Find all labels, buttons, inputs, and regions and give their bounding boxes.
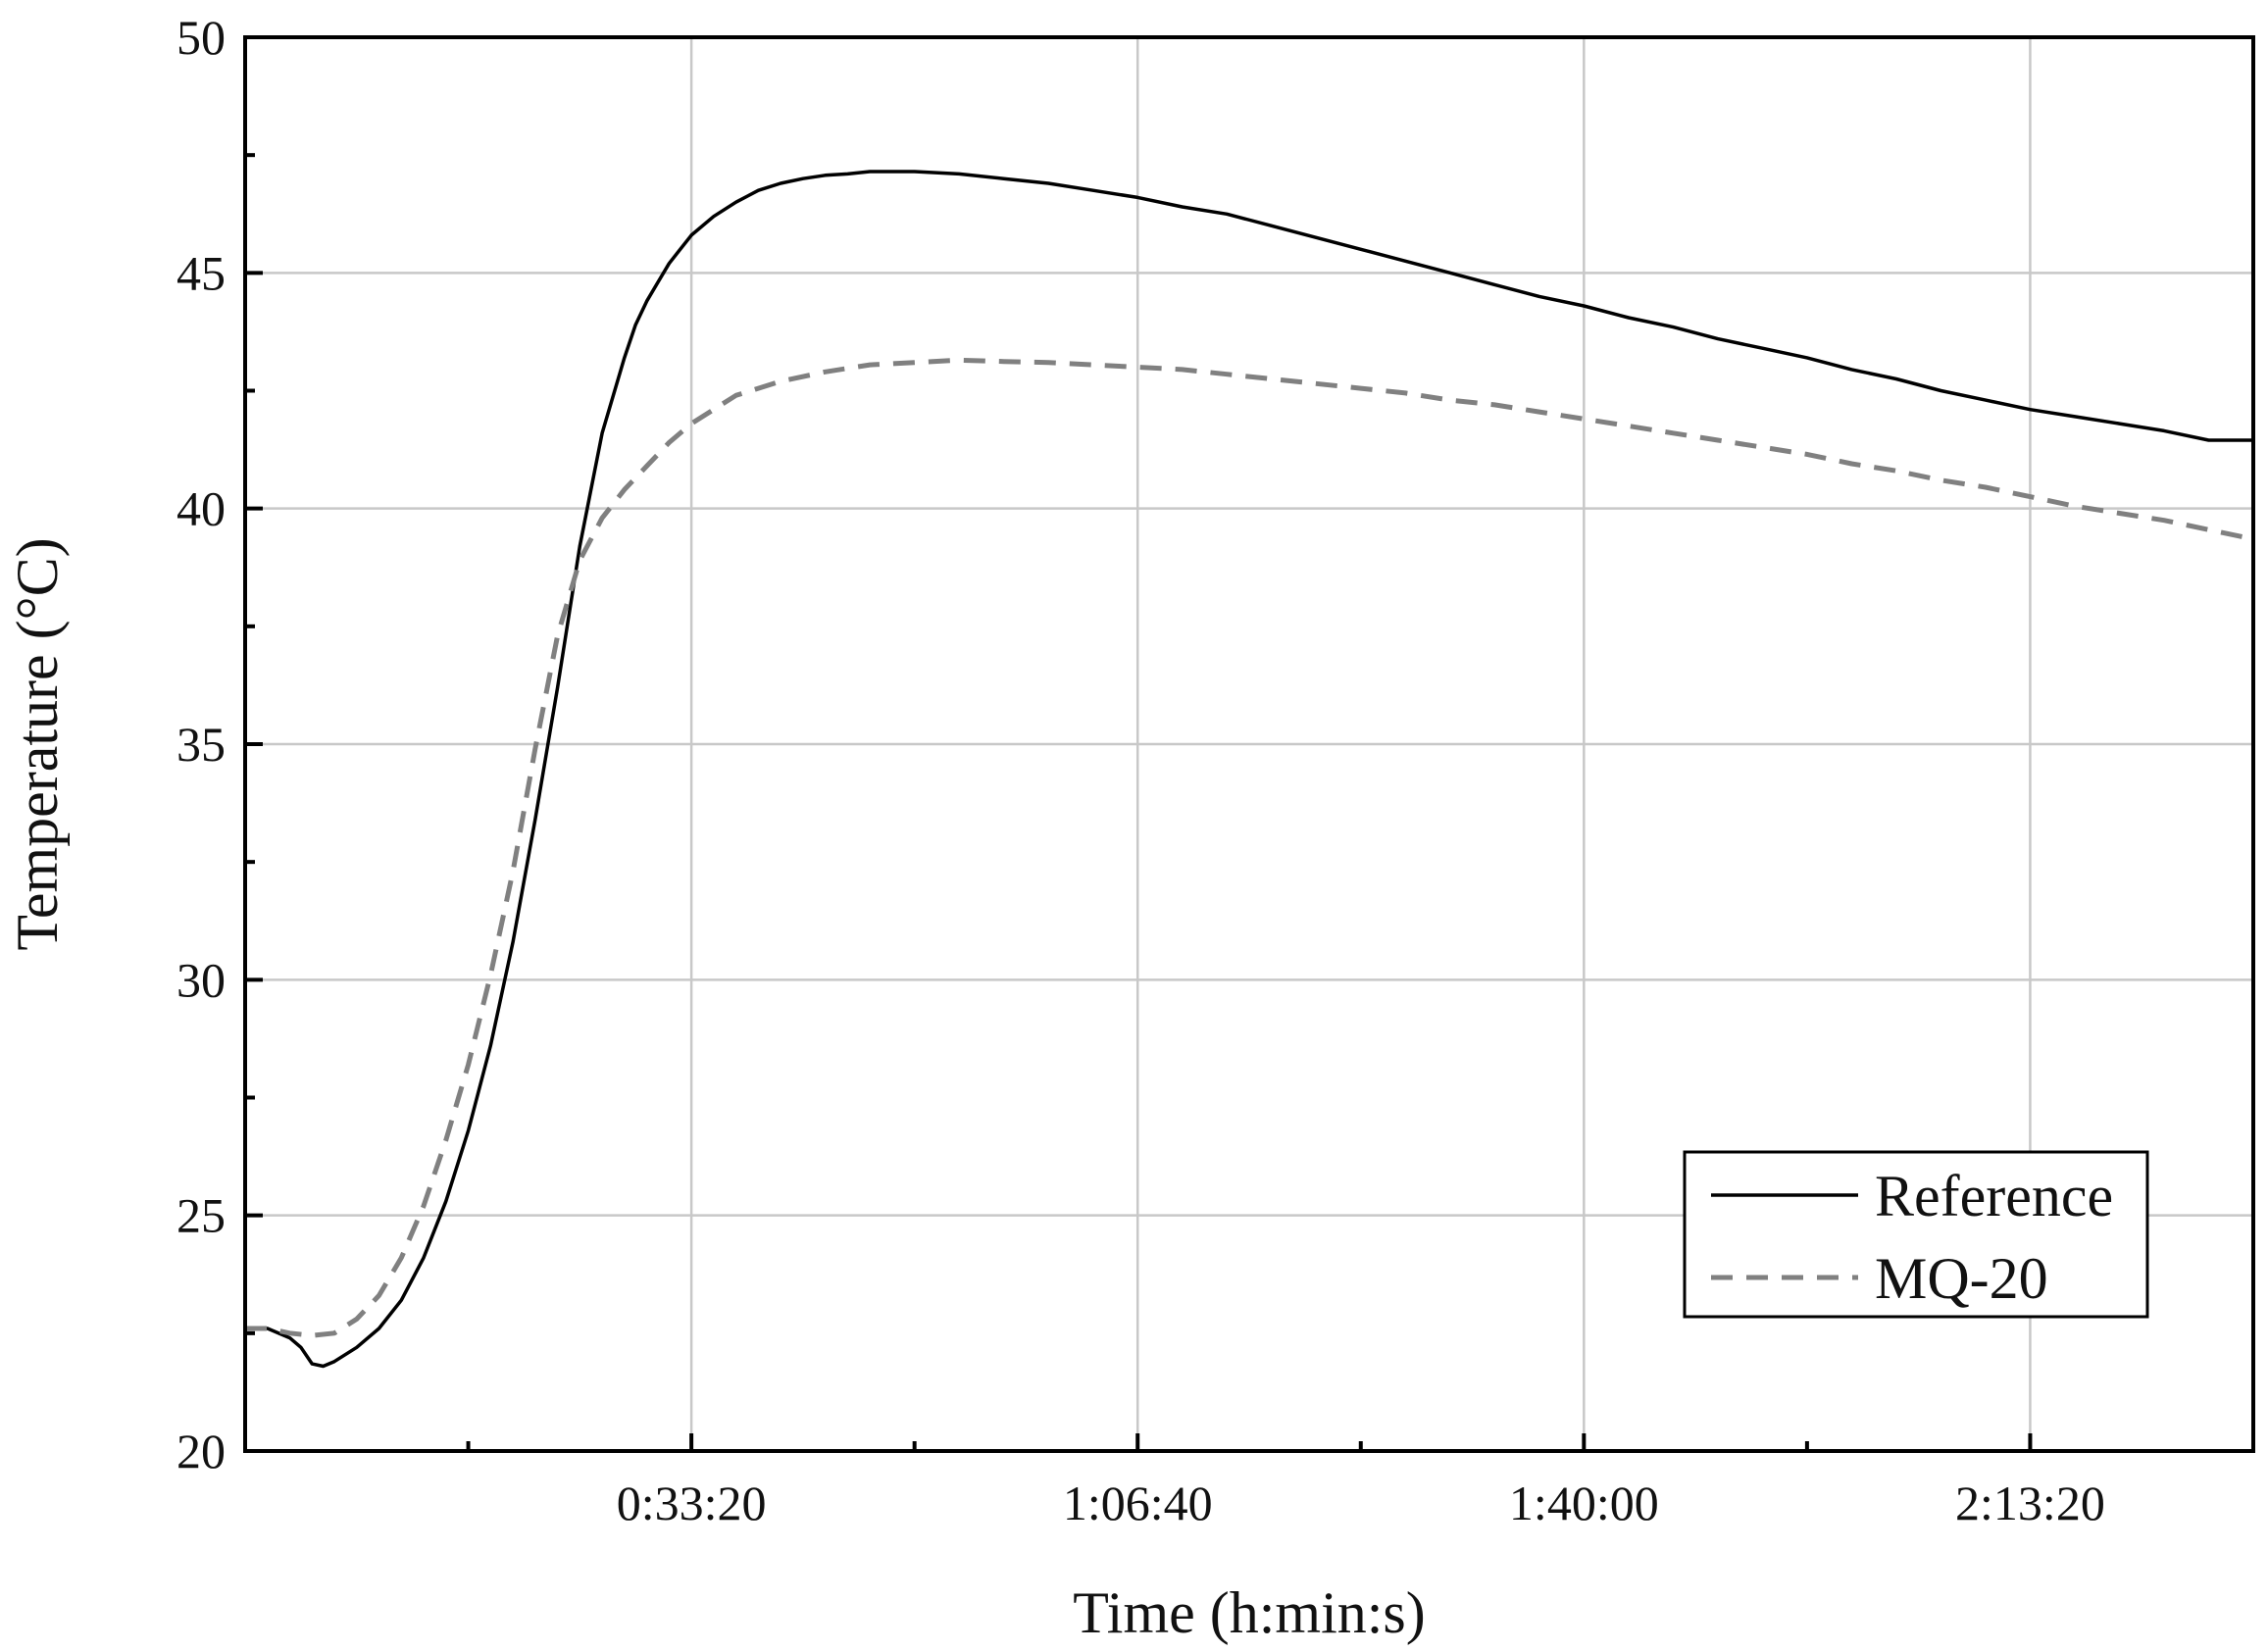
- legend-box: [1683, 1150, 2149, 1319]
- y-tick-label: 40: [176, 481, 226, 536]
- y-tick-label: 35: [176, 717, 226, 772]
- series-line-mq-20: [245, 357, 2254, 1338]
- x-axis-title: Time (h:min:s): [1073, 1580, 1426, 1645]
- axis-ticks: [245, 35, 2033, 1453]
- x-tick-labels: 0:33:20 1:06:40 1:40:00 2:13:20: [617, 1476, 2105, 1530]
- y-tick-label: 50: [176, 10, 226, 65]
- series-lines: [245, 170, 2254, 1369]
- y-tick-label: 30: [176, 952, 226, 1007]
- x-tick-label: 1:40:00: [1509, 1476, 1659, 1530]
- y-tick-label: 45: [176, 245, 226, 300]
- y-tick-labels: 20 25 30 35 40 45 50: [176, 10, 226, 1478]
- legend-label-reference: Reference: [1875, 1164, 2113, 1228]
- legend: Reference MQ-20: [1683, 1150, 2149, 1319]
- y-axis-title: Temperature (°C): [5, 537, 70, 950]
- legend-label-mq-20: MQ-20: [1875, 1246, 2048, 1311]
- x-tick-label: 2:13:20: [1955, 1476, 2105, 1530]
- x-tick-label: 1:06:40: [1063, 1476, 1213, 1530]
- series-line-reference: [245, 170, 2253, 1369]
- x-tick-label: 0:33:20: [617, 1476, 767, 1530]
- grid: [245, 37, 2253, 1451]
- y-tick-label: 25: [176, 1188, 226, 1243]
- y-tick-label: 20: [176, 1424, 226, 1478]
